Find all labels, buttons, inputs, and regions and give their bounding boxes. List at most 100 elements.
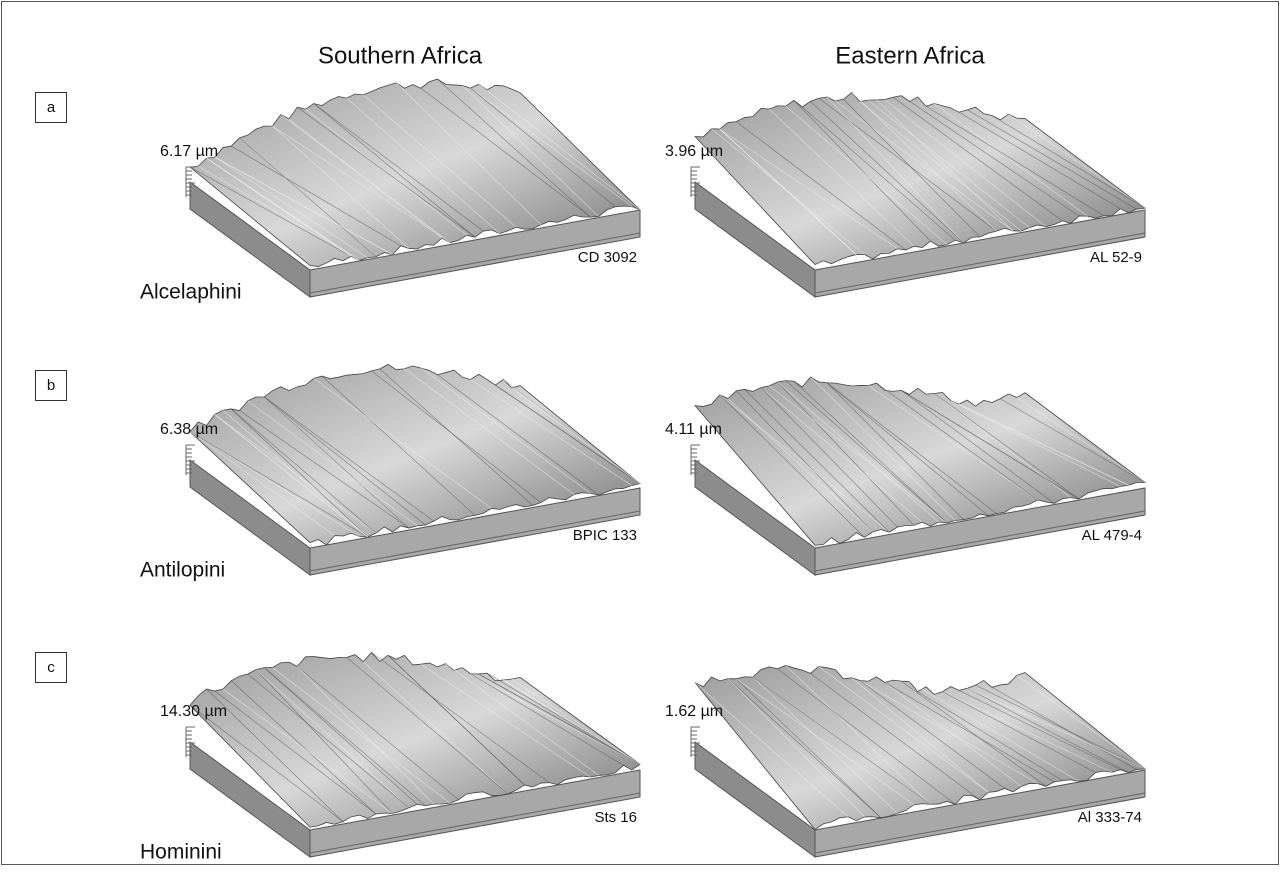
surface-texture [901,95,1080,217]
surface-texture [777,381,939,523]
surface-texture [835,100,1014,232]
surface-texture [503,679,641,765]
surface-texture [231,408,377,534]
surface-texture [470,673,624,766]
surface-texture [1016,397,1146,483]
surface-texture [222,688,393,814]
surface-texture [247,400,418,527]
surface-texture [396,82,542,225]
surface-texture [239,137,377,258]
surface-texture [760,387,898,528]
block-front [309,209,641,298]
specimen-label: Al 333-74 [1078,809,1142,826]
surface-block [185,363,641,576]
surface-texture [264,396,426,526]
surface-texture [437,374,599,496]
surface-texture [239,410,410,529]
block-front [814,487,1146,576]
surface-texture [769,108,915,247]
surface-texture [206,688,344,822]
surface-texture [264,396,410,529]
surface-texture [991,115,1146,209]
surface-texture [859,680,1038,784]
height-label: 6.38 µm [160,421,218,438]
surface-texture [934,393,1080,500]
surface-texture [967,687,1146,770]
surface-texture [379,368,533,506]
surface-texture [826,96,964,244]
surface-texture [901,390,1055,504]
surface-texture [280,114,451,243]
surface-texture [206,157,352,257]
surface-texture [868,99,1030,228]
height-label: 3.96 µm [665,143,723,160]
surface-texture [478,673,641,765]
surface-texture [942,691,1113,773]
block-base [814,232,1146,294]
surface-texture [222,409,368,538]
surface-texture [495,384,641,484]
surface-texture [859,101,1022,232]
surface-texture [727,678,865,818]
surface-texture [198,165,360,261]
height-label: 4.11 µm [665,421,722,438]
surface-texture [420,663,591,778]
surface-texture [264,667,418,805]
tribe-label: Antilopini [140,559,225,582]
surface-texture [1000,398,1146,483]
surface-texture [876,99,1014,232]
surface-texture [313,103,476,238]
surface-texture [777,668,956,805]
surface-texture [925,105,1104,217]
surface-block [690,376,1147,576]
block-base [309,232,641,294]
surface-texture [437,78,591,218]
block-front [309,487,641,576]
surface-texture [859,680,1005,789]
surface-texture [511,678,641,765]
surface-texture [247,673,410,808]
surface-texture [214,156,393,255]
surface-texture [884,682,1055,783]
surface-texture [470,87,632,207]
surface-block [185,78,641,298]
panel-letter-box [35,370,67,401]
surface-texture [785,105,948,245]
surface-texture [942,691,1096,773]
surface-texture [719,394,865,538]
surface-texture [363,661,509,795]
surface-texture [843,99,981,238]
surface-texture [851,92,997,232]
block-base [309,510,641,572]
surface-texture [769,385,948,524]
specimen-label: CD 3092 [578,249,637,266]
surface-texture [917,691,1063,781]
surface-texture [321,375,476,516]
block-base [814,792,1146,854]
surface-texture [297,666,459,800]
height-label: 14.30 µm [160,703,227,720]
surface-texture [810,101,964,244]
surface-texture [719,128,898,250]
surface-texture [264,667,426,807]
surface-texture [785,380,948,524]
surface-texture [272,667,451,804]
surface-texture [752,676,931,805]
surface-texture [967,109,1137,210]
surface-texture [810,673,981,801]
surface-texture [189,431,360,537]
surface-texture [967,688,1129,773]
surface-texture [297,106,476,238]
surface-texture [735,390,874,533]
surface-texture [231,408,368,538]
block-front [814,769,1146,858]
surface-texture [387,655,525,786]
surface-texture [884,99,1047,227]
surface-texture [231,145,401,247]
surface-texture [470,87,616,208]
specimen-label: Sts 16 [594,809,637,826]
surface-texture [876,382,1038,501]
surface-texture [909,681,1080,782]
tribe-label: Hominini [140,841,222,864]
surface-texture [934,103,1088,217]
